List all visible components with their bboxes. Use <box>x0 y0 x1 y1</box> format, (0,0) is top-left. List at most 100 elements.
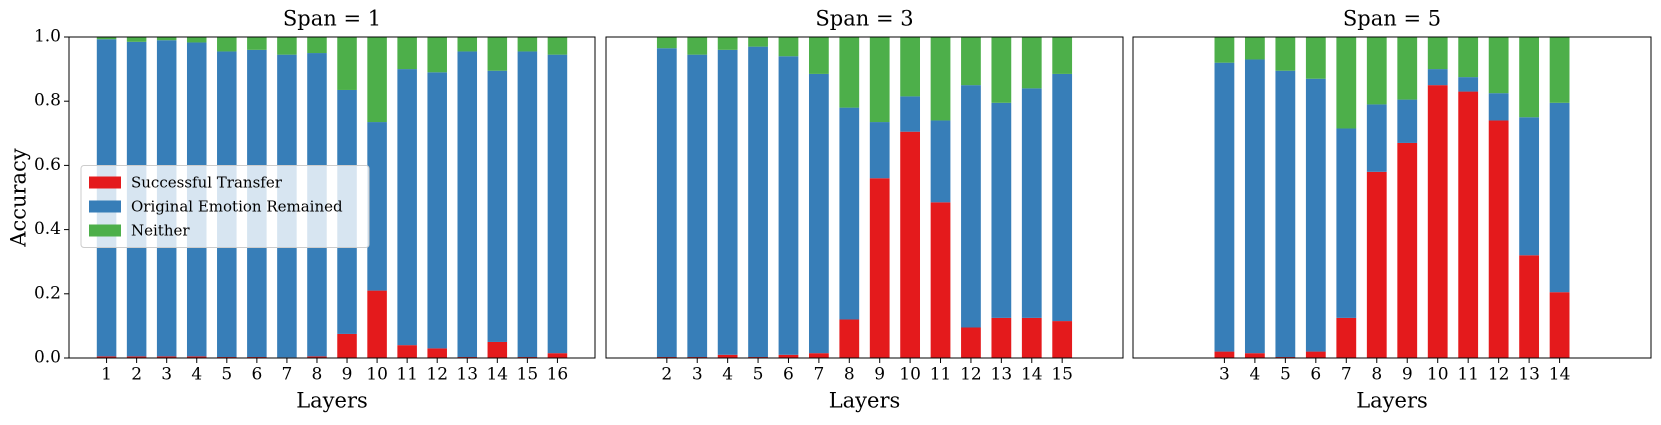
bar-segment <box>1275 70 1296 358</box>
bar-segment <box>900 37 921 97</box>
x-tick-label: 15 <box>517 365 539 385</box>
bar-segment <box>186 356 207 358</box>
subplot: 1 2 3 4 5 6 7 8 9 10 11 12 13 14 15 160.00.20.40.60.81.… <box>7 7 596 413</box>
bar-segment <box>1366 104 1387 172</box>
x-tick-label: 14 <box>1021 365 1043 385</box>
bar-segment <box>1427 37 1448 70</box>
bar-segment <box>457 51 478 358</box>
plot-frame <box>1132 36 1652 359</box>
x-tick-label: 4 <box>191 365 202 385</box>
x-tick-label: 2 <box>661 365 672 385</box>
x-tick-label: 4 <box>1249 365 1260 385</box>
y-tick-label: 0.8 <box>34 91 61 111</box>
bar-segment <box>1549 292 1570 358</box>
bar-segment <box>1021 88 1042 318</box>
x-tick-label: 12 <box>960 365 982 385</box>
bar-segment <box>961 37 981 86</box>
x-axis-label: Layers <box>829 389 901 413</box>
bar-segment <box>808 353 829 358</box>
x-tick-label: 14 <box>1549 365 1571 385</box>
bar-segment <box>930 202 951 358</box>
bar-segment <box>96 356 117 358</box>
legend-label: Successful Transfer <box>131 174 283 192</box>
bar-segment <box>1244 59 1265 354</box>
x-tick-label: 2 <box>131 365 142 385</box>
bar-segment <box>717 37 738 50</box>
bar-segment <box>1458 91 1479 358</box>
bar-segment <box>307 356 327 358</box>
y-tick-label: 0.4 <box>34 219 61 239</box>
legend: Successful Transfer Original Emotion Rema… <box>80 165 370 248</box>
bar-segment <box>307 37 327 54</box>
x-tick-label: 12 <box>426 365 448 385</box>
legend-swatch <box>89 200 121 213</box>
bar-segment <box>1052 321 1073 358</box>
bar-segment <box>367 290 387 358</box>
bar-segment <box>337 37 357 90</box>
bar-segment <box>1427 85 1448 359</box>
bar-segment <box>778 354 799 358</box>
bar-segment <box>1427 69 1448 86</box>
bar-segment <box>547 353 568 358</box>
subplot: 3 4 5 6 7 8 9 10 11 12 13 14 Span = 5 Layers <box>1132 7 1652 413</box>
bar-segment <box>961 85 981 328</box>
bar-segment <box>367 37 387 123</box>
x-axis-label: Layers <box>296 389 368 413</box>
bar-segment <box>217 37 237 52</box>
bar-segment <box>427 348 447 358</box>
x-tick-label: 16 <box>547 365 569 385</box>
bar-segment <box>839 107 860 320</box>
subplot-title: Span = 1 <box>283 7 381 31</box>
subplot-title: Span = 5 <box>1343 7 1441 31</box>
bar-segment <box>778 56 799 355</box>
plot-frame <box>68 36 596 359</box>
bar-segment <box>397 37 417 70</box>
bar-segment <box>1488 37 1509 94</box>
x-tick-label: 6 <box>251 365 262 385</box>
bar-segment <box>517 37 538 52</box>
x-tick-label: 3 <box>1219 365 1230 385</box>
x-tick-label: 10 <box>1427 365 1449 385</box>
x-tick-label: 8 <box>1371 365 1382 385</box>
bar-segment <box>427 72 447 349</box>
bar-segment <box>186 37 207 43</box>
bar-segment <box>1336 128 1357 318</box>
legend-swatch <box>89 176 121 189</box>
bar-segment <box>839 319 860 358</box>
bar-segment <box>337 333 357 358</box>
x-tick-label: 11 <box>1457 365 1479 385</box>
bar-segment <box>1519 117 1540 256</box>
bar-segment <box>487 341 508 358</box>
x-tick-label: 3 <box>161 365 172 385</box>
bar-segment <box>547 54 568 354</box>
bar-segment <box>1214 62 1235 352</box>
legend-label: Original Emotion Remained <box>131 198 343 216</box>
bar-segment <box>778 37 799 57</box>
x-tick-label: 13 <box>991 365 1013 385</box>
bar-segment <box>900 96 921 132</box>
bar-segment <box>1244 37 1265 60</box>
bar-segment <box>1397 37 1418 100</box>
bar-segment <box>1214 37 1235 63</box>
x-tick-label: 3 <box>692 365 703 385</box>
x-tick-label: 13 <box>456 365 478 385</box>
bar-segment <box>1549 37 1570 103</box>
y-tick-label: 0.2 <box>34 283 61 303</box>
bar-segment <box>1397 99 1418 143</box>
bar-segment <box>930 120 951 203</box>
bar-segment <box>1021 37 1042 89</box>
bar-segment <box>397 69 417 346</box>
x-tick-label: 5 <box>1280 365 1291 385</box>
bar-segment <box>547 37 568 55</box>
x-tick-label: 1 <box>101 365 112 385</box>
bar-segment <box>656 37 677 49</box>
bar-segment <box>1305 351 1326 358</box>
bar-segment <box>1519 37 1540 118</box>
bar-segment <box>1021 317 1042 358</box>
x-tick-label: 9 <box>1402 365 1413 385</box>
x-tick-label: 4 <box>722 365 733 385</box>
x-tick-label: 10 <box>899 365 921 385</box>
bar-segment <box>1336 317 1357 358</box>
plot-frame <box>605 36 1124 359</box>
